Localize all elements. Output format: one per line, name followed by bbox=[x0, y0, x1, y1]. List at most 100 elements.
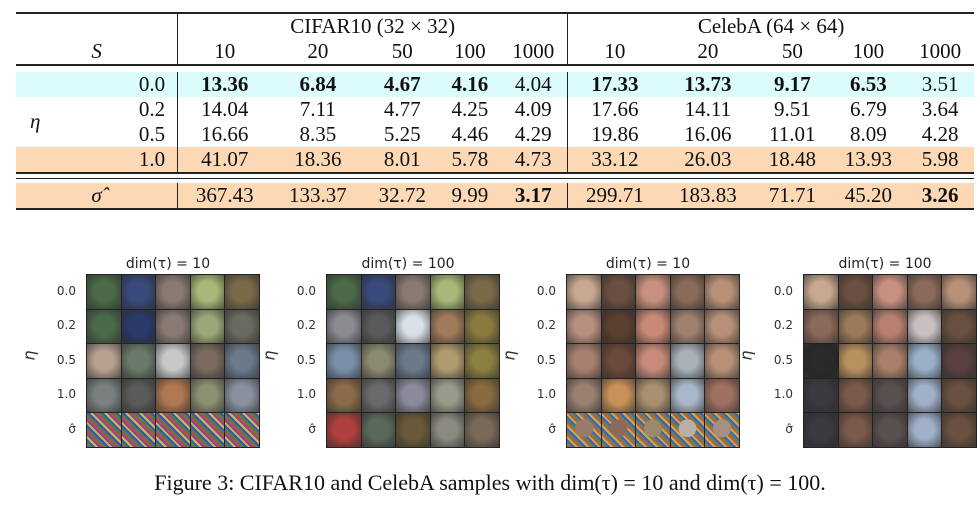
sample-image bbox=[705, 344, 739, 378]
sample-image bbox=[87, 344, 121, 378]
row-label: 1.0 bbox=[56, 387, 76, 402]
sample-image bbox=[942, 275, 976, 309]
table-cell: 14.11 bbox=[684, 97, 732, 121]
sample-image bbox=[567, 413, 601, 447]
sample-image bbox=[705, 413, 739, 447]
table-cell: 16.66 bbox=[177, 122, 272, 147]
table-cell: 6.53 bbox=[830, 72, 907, 97]
table-cell: 5.98 bbox=[906, 147, 974, 173]
table-cell: 32.72 bbox=[364, 183, 441, 209]
sample-image bbox=[705, 378, 739, 413]
figure-caption: Figure 3: CIFAR10 and CelebA samples wit… bbox=[154, 470, 826, 495]
table-cell: 8.09 bbox=[849, 122, 887, 146]
row-label: 0.5 bbox=[773, 352, 793, 367]
sample-image bbox=[873, 344, 907, 378]
group-header-cifar: CIFAR10 (32 × 32) bbox=[177, 13, 568, 39]
sample-image bbox=[838, 309, 873, 344]
table-cell: 183.83 bbox=[661, 183, 755, 209]
sample-image bbox=[156, 275, 190, 309]
row-label: 0.2 bbox=[56, 318, 76, 333]
row-label: σ̂ bbox=[785, 421, 793, 436]
sample-image bbox=[121, 413, 156, 447]
sample-image bbox=[396, 413, 430, 447]
panel-title: dim(τ) = 100 bbox=[838, 256, 932, 272]
column-header: 50 bbox=[781, 39, 803, 63]
sample-image bbox=[838, 378, 873, 413]
sample-image bbox=[121, 344, 156, 378]
row-label: 0.2 bbox=[536, 318, 556, 333]
table-cell: 5.78 bbox=[440, 147, 500, 173]
sample-image bbox=[156, 344, 190, 378]
table-row: 0.0 13.36 6.84 4.67 4.16 4.04 17.33 13.73 9.17 6.… bbox=[16, 72, 974, 97]
table-cell: 18.36 bbox=[271, 147, 365, 173]
table-cell: 6.84 bbox=[271, 72, 365, 97]
sample-image bbox=[121, 378, 156, 413]
sample-image bbox=[942, 344, 976, 378]
sample-image bbox=[567, 275, 601, 309]
sample-image bbox=[190, 378, 225, 413]
sample-image bbox=[567, 309, 601, 344]
panel-title: dim(τ) = 10 bbox=[605, 256, 691, 272]
row-label: 0.0 bbox=[296, 284, 316, 298]
sample-image bbox=[361, 413, 396, 447]
sample-image bbox=[465, 344, 499, 378]
sample-image bbox=[670, 378, 705, 413]
sample-image bbox=[705, 275, 739, 309]
sample-panel-cifar10: dim(τ) = 10 η 0.0 0.2 0.5 1.0 σ̂ bbox=[18, 256, 260, 448]
sample-image bbox=[121, 275, 156, 309]
row-label: 0.0 bbox=[56, 284, 76, 298]
sample-image bbox=[838, 344, 873, 378]
fid-table: CIFAR10 (32 × 32) CelebA (64 × 64) S 10 2… bbox=[16, 12, 974, 210]
sample-image bbox=[465, 413, 499, 447]
table-cell: 3.17 bbox=[499, 183, 568, 209]
table-cell: 71.71 bbox=[754, 183, 831, 209]
sample-image bbox=[361, 309, 396, 344]
sample-image bbox=[361, 344, 396, 378]
sample-image bbox=[87, 413, 121, 447]
eta-value: 0.2 bbox=[138, 97, 166, 121]
sample-image bbox=[601, 309, 636, 344]
table-cell: 26.03 bbox=[661, 147, 755, 173]
sample-image bbox=[156, 378, 190, 413]
table-cell: 4.09 bbox=[514, 97, 552, 121]
column-header: 100 bbox=[852, 39, 885, 63]
column-header: 50 bbox=[391, 39, 413, 63]
table-cell: 4.73 bbox=[499, 147, 568, 173]
table-row: 0.5 16.66 8.35 5.25 4.46 4.29 19.86 16.06 11.01 8… bbox=[16, 122, 974, 147]
results-table: CIFAR10 (32 × 32) CelebA (64 × 64) S 10 2… bbox=[16, 12, 974, 210]
panel-title: dim(τ) = 100 bbox=[361, 256, 455, 272]
sample-image bbox=[705, 309, 739, 344]
sample-image bbox=[430, 378, 465, 413]
sample-image bbox=[601, 413, 636, 447]
table-cell: 9.99 bbox=[440, 183, 500, 209]
sample-image bbox=[670, 413, 705, 447]
sample-image bbox=[156, 413, 190, 447]
row-label: 0.2 bbox=[773, 318, 793, 333]
sample-image bbox=[636, 344, 670, 378]
table-cell: 19.86 bbox=[567, 122, 662, 147]
sample-image bbox=[465, 378, 499, 413]
column-header: 10 bbox=[177, 39, 272, 65]
table-cell: 13.73 bbox=[661, 72, 755, 97]
sample-image bbox=[838, 275, 873, 309]
sample-image bbox=[225, 413, 259, 447]
sample-image bbox=[907, 344, 942, 378]
table-cell: 3.64 bbox=[921, 97, 959, 121]
row-label: 0.0 bbox=[536, 284, 556, 298]
sample-grid bbox=[566, 274, 740, 448]
table-cell: 11.01 bbox=[769, 122, 816, 146]
table-cell: 6.79 bbox=[849, 97, 887, 121]
table-cell: 3.26 bbox=[906, 183, 974, 209]
sample-image bbox=[601, 344, 636, 378]
sample-image bbox=[396, 275, 430, 309]
row-label: σ̂ bbox=[308, 421, 316, 436]
column-header: 100 bbox=[454, 39, 486, 63]
table-cell: 17.66 bbox=[567, 97, 662, 122]
sample-image bbox=[636, 275, 670, 309]
table-cell: 367.43 bbox=[177, 183, 272, 209]
sample-image bbox=[465, 275, 499, 309]
table-cell: 7.11 bbox=[299, 97, 336, 121]
sample-image bbox=[636, 309, 670, 344]
sample-image bbox=[670, 275, 705, 309]
sample-panel-celeba: dim(τ) = 10 η 0.0 0.2 0.5 1.0 σ̂ bbox=[498, 256, 740, 448]
